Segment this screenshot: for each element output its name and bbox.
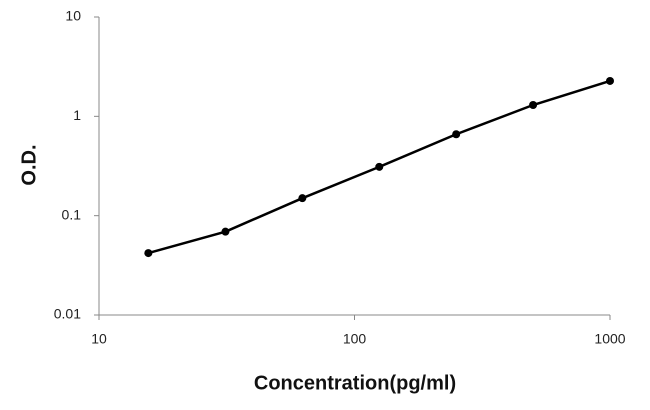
data-point: [606, 76, 614, 85]
y-axis-title: O.D.: [18, 144, 40, 185]
x-axis-title: Concentration(pg/ml): [254, 372, 456, 394]
data-point: [144, 249, 153, 258]
data-point: [221, 227, 230, 236]
y-tick-label: 0.01: [54, 306, 81, 322]
y-tick-label: 1: [73, 107, 81, 123]
x-tick-label: 10: [91, 331, 107, 347]
data-point: [298, 194, 307, 203]
data-point: [375, 162, 384, 171]
data-point: [529, 101, 538, 110]
y-tick-label: 0.1: [62, 206, 82, 222]
data-point: [452, 130, 461, 139]
x-tick-label: 1000: [594, 331, 625, 347]
y-tick-label: 10: [65, 8, 81, 24]
x-tick-label: 100: [343, 331, 367, 347]
